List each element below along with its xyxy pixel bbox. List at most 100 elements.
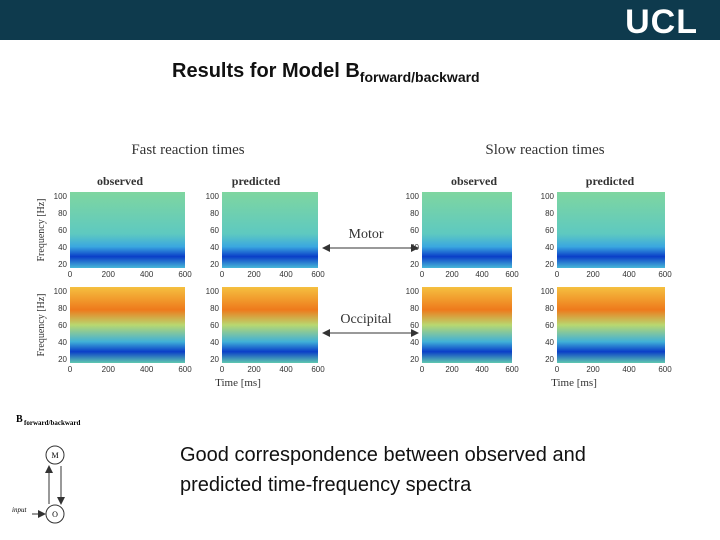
node [45, 445, 65, 465]
y-tick-label: 60 [545, 321, 554, 330]
spectrogram [557, 287, 665, 363]
x-tick-label: 0 [420, 365, 425, 374]
x-tick-label: 200 [586, 270, 600, 279]
y-tick-label: 60 [410, 226, 419, 235]
x-tick-label: 600 [311, 270, 325, 279]
x-tick-label: 600 [178, 270, 192, 279]
x-tick-label: 400 [140, 365, 154, 374]
x-tick-label: 400 [622, 270, 636, 279]
column-title: Slow reaction times [485, 142, 604, 158]
y-tick-label: 80 [210, 304, 219, 313]
y-tick-label: 100 [541, 192, 555, 201]
banner: UCL [0, 0, 720, 41]
y-tick-label: 60 [410, 321, 419, 330]
y-tick-label: 40 [545, 338, 554, 347]
y-tick-label: 100 [54, 287, 68, 296]
y-tick-label: 20 [410, 355, 419, 364]
y-tick-label: 40 [545, 243, 554, 252]
slide-title: Results for Model Bforward/backward [172, 60, 480, 85]
panel-label: predicted [232, 174, 281, 188]
y-tick-label: 20 [58, 355, 67, 364]
spectrogram [557, 192, 665, 268]
y-tick-label: 20 [545, 260, 554, 269]
x-tick-label: 0 [555, 270, 560, 279]
x-tick-label: 600 [311, 365, 325, 374]
y-tick-label: 100 [541, 287, 555, 296]
x-tick-label: 400 [622, 365, 636, 374]
spectrogram [422, 192, 512, 268]
x-tick-label: 400 [279, 365, 293, 374]
panel-label: predicted [586, 174, 635, 188]
y-tick-label: 40 [58, 243, 67, 252]
x-tick-label: 0 [555, 365, 560, 374]
title-subscript: forward/backward [359, 69, 480, 85]
y-tick-label: 20 [58, 260, 67, 269]
spectrogram [222, 287, 318, 363]
spectrogram [70, 287, 185, 363]
y-tick-label: 20 [210, 260, 219, 269]
spectrogram [70, 192, 185, 268]
y-tick-label: 80 [545, 209, 554, 218]
x-axis-label: Time [ms] [215, 377, 261, 389]
x-tick-label: 400 [279, 270, 293, 279]
x-tick-label: 200 [102, 270, 116, 279]
x-tick-label: 600 [658, 270, 672, 279]
diagram-subscript: forward/backward [24, 419, 80, 427]
x-tick-label: 0 [220, 270, 225, 279]
y-tick-label: 60 [210, 226, 219, 235]
y-tick-label: 100 [406, 287, 420, 296]
caption: Good correspondence between observed and… [180, 444, 586, 496]
y-tick-label: 60 [210, 321, 219, 330]
x-tick-label: 400 [140, 270, 154, 279]
x-tick-label: 200 [102, 365, 116, 374]
y-tick-label: 40 [210, 338, 219, 347]
x-tick-label: 600 [505, 270, 519, 279]
x-tick-label: 0 [68, 365, 73, 374]
y-axis-label: Frequency [Hz] [36, 198, 47, 261]
y-tick-label: 80 [58, 209, 67, 218]
x-tick-label: 0 [68, 270, 73, 279]
y-tick-label: 100 [206, 192, 220, 201]
x-tick-label: 400 [475, 365, 489, 374]
y-tick-label: 80 [410, 209, 419, 218]
y-tick-label: 20 [545, 355, 554, 364]
spectrogram [222, 192, 318, 268]
x-tick-label: 0 [220, 365, 225, 374]
y-tick-label: 80 [410, 304, 419, 313]
y-tick-label: 40 [58, 338, 67, 347]
y-tick-label: 40 [410, 243, 419, 252]
x-tick-label: 600 [505, 365, 519, 374]
y-tick-label: 20 [410, 260, 419, 269]
input-label: input [12, 506, 27, 514]
diagram-label: B [16, 414, 23, 425]
y-tick-label: 60 [545, 226, 554, 235]
y-tick-label: 40 [410, 338, 419, 347]
title-main: Results for Model B [172, 60, 360, 82]
node [45, 504, 65, 524]
y-axis-label: Frequency [Hz] [36, 293, 47, 356]
panel-label: observed [97, 174, 143, 188]
logo: UCL [625, 3, 698, 41]
node-label: M [51, 451, 58, 460]
x-tick-label: 200 [445, 270, 459, 279]
x-tick-label: 600 [658, 365, 672, 374]
row-label: Occipital [340, 312, 391, 327]
y-tick-label: 100 [54, 192, 68, 201]
y-tick-label: 100 [206, 287, 220, 296]
x-tick-label: 200 [247, 365, 261, 374]
y-tick-label: 80 [210, 209, 219, 218]
x-tick-label: 0 [420, 270, 425, 279]
y-tick-label: 100 [406, 192, 420, 201]
x-tick-label: 200 [445, 365, 459, 374]
y-tick-label: 60 [58, 226, 67, 235]
panel-label: observed [451, 174, 497, 188]
x-tick-label: 600 [178, 365, 192, 374]
y-tick-label: 80 [58, 304, 67, 313]
spectrogram [422, 287, 512, 363]
node-label: O [52, 510, 58, 519]
y-tick-label: 80 [545, 304, 554, 313]
y-tick-label: 40 [210, 243, 219, 252]
row-label: Motor [349, 227, 384, 242]
